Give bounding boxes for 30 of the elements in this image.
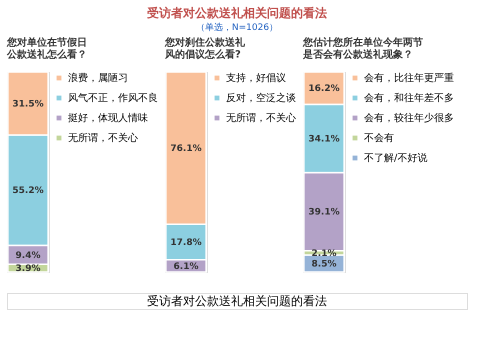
chart-title: 您对刹住公款送礼风的倡议怎么看? bbox=[164, 36, 246, 60]
legend-label: 会有，比往年更严重 bbox=[364, 72, 454, 84]
legend-label: 无所谓，不关心 bbox=[226, 112, 296, 124]
data-label: 17.8% bbox=[170, 238, 202, 248]
legend-label: 风气不正，作风不良 bbox=[68, 92, 158, 104]
data-label: 2.1% bbox=[312, 248, 336, 259]
chart-title: 您估计您所在单位今年两节是否会有公款送礼现象？ bbox=[302, 36, 423, 60]
text: 受访者对公款送礼相关问题的看法 bbox=[147, 294, 327, 308]
legend-label: 支持，好倡议 bbox=[226, 72, 286, 84]
legend-label: 不会有 bbox=[364, 132, 394, 144]
data-label: 16.2% bbox=[308, 84, 340, 94]
legend-label: 挺好，体现人情味 bbox=[68, 112, 148, 124]
chart-title: 您对单位在节假日公款送礼怎么看？ bbox=[6, 36, 87, 60]
text: 受访者对公款送礼相关问题的看法 bbox=[146, 6, 327, 20]
data-label: 39.1% bbox=[308, 208, 340, 218]
legend-label: 反对，空泛之谈 bbox=[226, 92, 296, 104]
legend-label: 不了解/不好说 bbox=[364, 152, 428, 164]
legend-label: 无所谓，不关心 bbox=[68, 132, 138, 144]
data-label: 55.2% bbox=[12, 186, 44, 196]
text: （单选，N=1026） bbox=[196, 22, 278, 33]
legend-label: 会有，和往年差不多 bbox=[364, 92, 454, 104]
data-label: 76.1% bbox=[170, 144, 202, 154]
data-label: 6.1% bbox=[174, 262, 198, 272]
data-label: 8.5% bbox=[312, 260, 336, 270]
data-label: 31.5% bbox=[12, 100, 44, 110]
legend-label: 浪费，属陋习 bbox=[68, 72, 128, 84]
data-label: 3.9% bbox=[16, 264, 40, 274]
legend-label: 会有，较往年少很多 bbox=[364, 112, 454, 124]
data-label: 9.4% bbox=[16, 250, 40, 261]
data-label: 34.1% bbox=[308, 134, 340, 144]
